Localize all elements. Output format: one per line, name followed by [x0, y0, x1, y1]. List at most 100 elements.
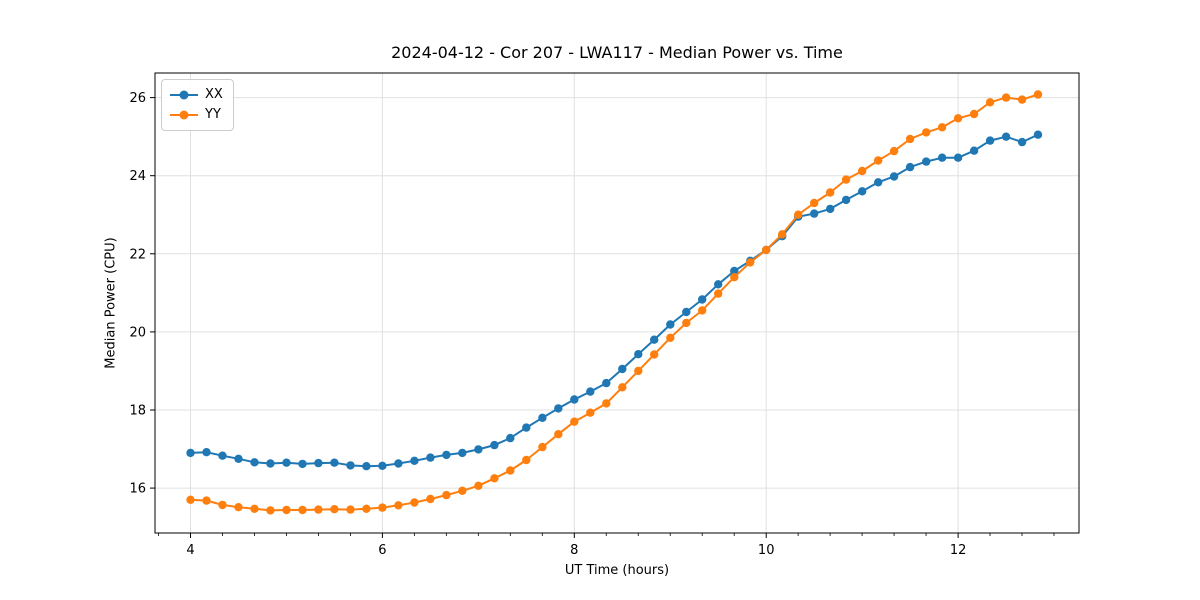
- data-point-marker: [810, 198, 819, 208]
- data-point-marker: [826, 188, 835, 197]
- data-point-marker: [554, 404, 563, 413]
- data-point-marker: [298, 459, 307, 469]
- data-point-marker: [458, 448, 467, 458]
- data-point-marker: [474, 481, 483, 490]
- x-minor-ticks: [158, 533, 1055, 536]
- data-point-marker: [250, 458, 259, 467]
- series-line: [190, 133, 1039, 468]
- data-point-marker: [458, 486, 467, 495]
- data-point-marker: [937, 153, 947, 162]
- data-point-marker: [442, 450, 451, 460]
- data-point-marker: [266, 459, 275, 468]
- data-point-marker: [506, 433, 515, 443]
- data-point-marker: [1001, 132, 1011, 141]
- data-point-marker: [330, 505, 339, 514]
- data-point-marker: [426, 494, 435, 504]
- y-tick-label: 26: [129, 91, 146, 106]
- data-point-marker: [905, 162, 915, 172]
- data-point-marker: [186, 448, 195, 458]
- data-point-marker: [682, 307, 691, 317]
- data-point-marker: [378, 461, 387, 470]
- data-point-marker: [234, 503, 243, 512]
- data-point-marker: [586, 387, 595, 396]
- legend-label: XX: [205, 87, 223, 102]
- data-point-marker: [570, 417, 579, 426]
- data-point-marker: [266, 506, 275, 515]
- data-point-marker: [410, 498, 419, 507]
- data-point-marker: [554, 430, 563, 439]
- data-point-marker: [778, 230, 787, 239]
- data-point-marker: [202, 496, 211, 505]
- data-point-marker: [650, 350, 659, 359]
- data-point-marker: [1017, 95, 1027, 104]
- data-point-marker: [985, 136, 995, 145]
- data-point-marker: [538, 442, 547, 452]
- data-point-marker: [474, 445, 483, 454]
- x-tick-label: 12: [950, 543, 967, 558]
- legend-line-marker-icon: [170, 90, 198, 100]
- data-point-marker: [570, 395, 579, 404]
- data-point-marker: [953, 153, 963, 162]
- y-axis-ticks: 16 18 20 22 24 26: [129, 91, 155, 497]
- data-point-marker: [1033, 130, 1043, 139]
- legend: XX YY: [161, 79, 234, 131]
- data-point-marker: [826, 204, 835, 214]
- data-point-marker: [330, 458, 339, 467]
- data-point-marker: [490, 440, 499, 450]
- y-axis-label: Median Power (CPU): [103, 237, 119, 369]
- data-point-marker: [698, 295, 707, 304]
- legend-label: YY: [205, 107, 221, 122]
- y-tick-label: 22: [129, 247, 146, 262]
- data-point-marker: [730, 273, 739, 282]
- data-point-marker: [889, 172, 899, 181]
- data-point-marker: [602, 399, 611, 408]
- axes-border: [154, 72, 1080, 534]
- y-tick-label: 20: [129, 325, 146, 340]
- series-yy: [186, 90, 1043, 515]
- data-point-marker: [298, 505, 307, 515]
- data-point-marker: [682, 318, 691, 328]
- data-point-marker: [1033, 90, 1043, 99]
- data-point-marker: [410, 456, 419, 465]
- data-point-marker: [282, 505, 291, 515]
- data-point-marker: [346, 505, 355, 514]
- data-point-marker: [985, 98, 995, 107]
- legend-line-marker-icon: [170, 110, 198, 120]
- data-point-marker: [394, 459, 403, 468]
- data-point-marker: [234, 454, 243, 463]
- data-point-marker: [714, 289, 723, 298]
- data-point-marker: [889, 146, 899, 156]
- data-point-marker: [874, 178, 883, 187]
- gridlines: [155, 73, 1079, 533]
- data-point-marker: [841, 195, 851, 205]
- data-point-marker: [874, 156, 883, 165]
- data-point-marker: [969, 146, 979, 155]
- y-tick-label: 24: [129, 169, 146, 184]
- data-point-marker: [442, 490, 451, 500]
- data-point-marker: [378, 503, 387, 512]
- data-point-marker: [953, 114, 963, 123]
- data-point-marker: [1017, 137, 1027, 147]
- data-point-marker: [218, 451, 227, 460]
- y-tick-label: 16: [129, 482, 146, 497]
- data-point-marker: [506, 466, 515, 475]
- data-point-marker: [905, 134, 915, 144]
- data-point-marker: [586, 408, 595, 417]
- x-tick-label: 4: [186, 543, 194, 558]
- x-tick-label: 8: [570, 543, 578, 558]
- data-point-marker: [858, 166, 867, 176]
- data-point-marker: [762, 245, 771, 255]
- data-point-marker: [538, 413, 547, 422]
- chart-title: 2024-04-12 - Cor 207 - LWA117 - Median P…: [391, 43, 843, 62]
- y-tick-label: 18: [129, 403, 146, 418]
- legend-item-yy: YY: [170, 105, 223, 125]
- x-tick-label: 10: [758, 543, 775, 558]
- data-point-marker: [522, 423, 531, 432]
- data-point-marker: [937, 123, 947, 132]
- data-point-marker: [362, 504, 371, 513]
- x-axis-label: UT Time (hours): [564, 563, 670, 578]
- data-point-marker: [794, 210, 803, 219]
- data-point-marker: [362, 462, 371, 471]
- data-point-marker: [282, 458, 291, 467]
- data-point-marker: [1001, 93, 1011, 102]
